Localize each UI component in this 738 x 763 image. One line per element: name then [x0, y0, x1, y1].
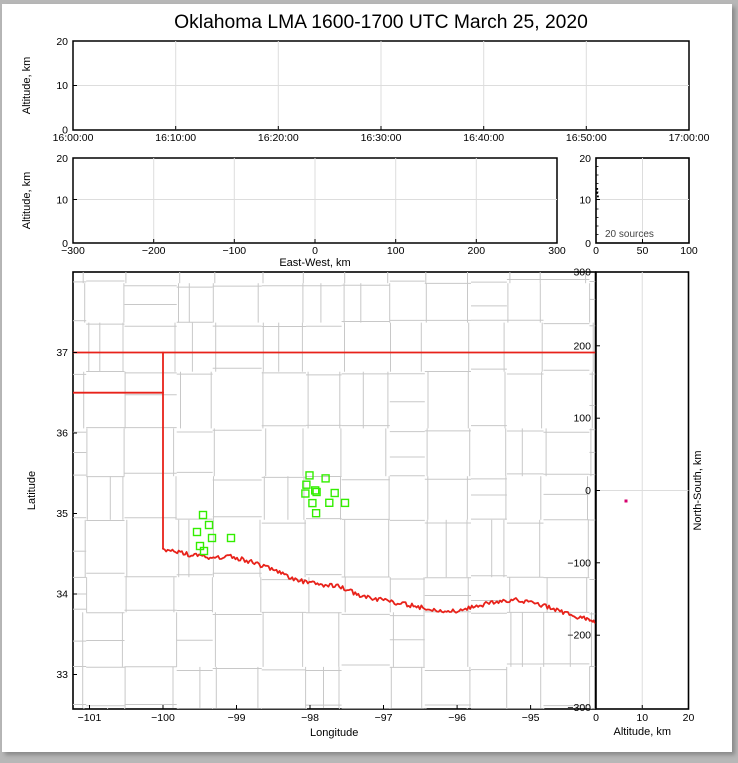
svg-text:50: 50: [637, 245, 649, 257]
svg-text:20 sources: 20 sources: [605, 229, 654, 240]
svg-text:20: 20: [683, 712, 695, 724]
svg-text:0: 0: [585, 485, 591, 497]
svg-text:North-South, km: North-South, km: [692, 450, 704, 530]
svg-text:20: 20: [579, 153, 591, 165]
svg-text:100: 100: [387, 245, 405, 257]
svg-text:Oklahoma LMA 1600-1700 UTC Mar: Oklahoma LMA 1600-1700 UTC March 25, 202…: [174, 12, 588, 33]
svg-text:16:20:00: 16:20:00: [258, 132, 299, 144]
svg-text:16:30:00: 16:30:00: [361, 132, 402, 144]
svg-text:−200: −200: [142, 245, 166, 257]
svg-text:0: 0: [62, 238, 68, 250]
svg-text:10: 10: [56, 80, 68, 92]
svg-text:−300: −300: [567, 702, 591, 714]
svg-text:10: 10: [579, 195, 591, 207]
svg-text:−100: −100: [567, 557, 591, 569]
svg-text:−200: −200: [567, 630, 591, 642]
svg-text:20: 20: [56, 153, 68, 165]
svg-text:100: 100: [680, 245, 698, 257]
svg-text:−99: −99: [228, 712, 246, 724]
svg-text:10: 10: [56, 195, 68, 207]
svg-text:16:40:00: 16:40:00: [463, 132, 504, 144]
svg-text:37: 37: [56, 347, 68, 359]
svg-text:16:50:00: 16:50:00: [566, 132, 607, 144]
svg-text:16:10:00: 16:10:00: [155, 132, 196, 144]
svg-text:10: 10: [636, 712, 648, 724]
svg-text:0: 0: [312, 245, 318, 257]
svg-text:300: 300: [548, 245, 566, 257]
svg-text:−98: −98: [301, 712, 319, 724]
svg-text:0: 0: [593, 245, 599, 257]
svg-text:−100: −100: [151, 712, 175, 724]
svg-text:35: 35: [56, 508, 68, 520]
svg-text:Altitude, km: Altitude, km: [21, 57, 33, 114]
svg-text:34: 34: [56, 589, 68, 601]
svg-text:−100: −100: [222, 245, 246, 257]
svg-text:−95: −95: [522, 712, 540, 724]
svg-text:33: 33: [56, 669, 68, 681]
svg-text:20: 20: [56, 36, 68, 48]
svg-text:36: 36: [56, 428, 68, 440]
svg-text:Altitude, km: Altitude, km: [21, 172, 33, 229]
svg-text:17:00:00: 17:00:00: [669, 132, 710, 144]
svg-text:200: 200: [573, 340, 591, 352]
svg-text:0: 0: [585, 238, 591, 250]
svg-text:−101: −101: [78, 712, 102, 724]
svg-text:200: 200: [468, 245, 486, 257]
svg-text:0: 0: [62, 125, 68, 137]
svg-text:Altitude, km: Altitude, km: [614, 726, 671, 738]
svg-text:East-West, km: East-West, km: [279, 257, 350, 269]
svg-text:300: 300: [573, 267, 591, 279]
svg-text:Latitude: Latitude: [26, 471, 38, 510]
svg-text:0: 0: [593, 712, 599, 724]
svg-text:−97: −97: [375, 712, 393, 724]
svg-text:−96: −96: [448, 712, 466, 724]
svg-text:16:00:00: 16:00:00: [53, 132, 94, 144]
svg-text:100: 100: [573, 413, 591, 425]
svg-text:Longitude: Longitude: [310, 727, 358, 739]
